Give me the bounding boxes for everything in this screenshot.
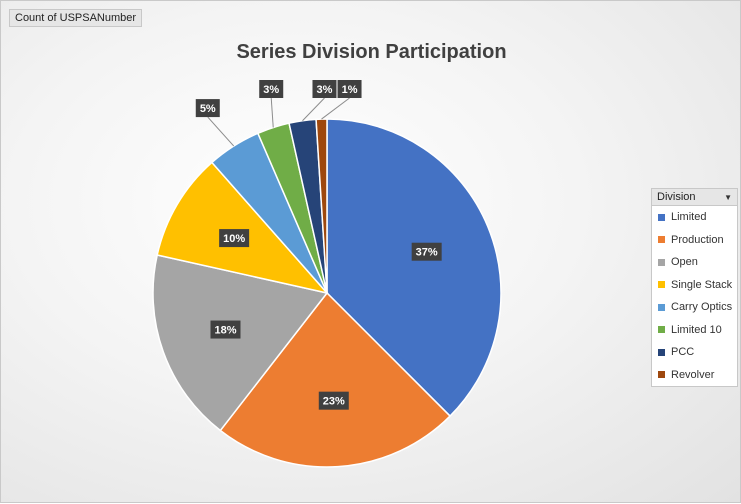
legend-title: Division [657, 191, 696, 203]
pie-slice-production[interactable] [219, 291, 452, 468]
data-label-single-stack: 10% [223, 233, 245, 245]
legend-item-limited[interactable]: Limited [652, 206, 737, 229]
data-label-box-carry-optics [195, 99, 220, 118]
data-label-box-single-stack [219, 229, 250, 248]
data-label-box-limited [411, 242, 442, 261]
legend-filter-button[interactable]: Division ▼ [652, 189, 737, 206]
value-field-button[interactable]: Count of USPSANumber [9, 9, 143, 27]
legend-label: Carry Optics [671, 301, 733, 314]
legend-item-carry-optics[interactable]: Carry Optics [652, 296, 737, 319]
legend-swatch [658, 348, 665, 356]
data-label-pcc: 3% [317, 84, 333, 96]
pie-slice-limited[interactable] [326, 118, 502, 418]
legend-swatch [658, 303, 665, 311]
legend-swatch [658, 213, 665, 221]
leader-line-revolver [321, 97, 350, 120]
legend-item-open[interactable]: Open [652, 251, 737, 274]
leader-line-carry-optics [207, 116, 235, 147]
legend-swatch [658, 236, 665, 244]
data-label-production: 23% [323, 396, 345, 408]
pie-slice-single-stack[interactable] [156, 161, 330, 295]
data-label-box-pcc [312, 80, 337, 98]
legend-label: Limited [671, 211, 707, 224]
legend-swatch [658, 371, 665, 379]
dropdown-arrow-icon[interactable]: ▼ [724, 192, 732, 202]
data-label-open: 18% [214, 325, 236, 337]
legend-swatch [658, 326, 665, 334]
leader-line-pcc [302, 97, 325, 122]
leader-line-limited-10 [270, 97, 274, 128]
legend-label: Single Stack [671, 278, 733, 291]
data-label-limited-10: 3% [263, 84, 279, 96]
legend: Division ▼ Limited Production Open Single S… [651, 188, 738, 387]
data-label-box-production [318, 391, 349, 410]
data-label-box-revolver [337, 80, 362, 98]
data-label-revolver: 1% [342, 84, 358, 96]
legend-label: Production [671, 233, 724, 246]
data-label-carry-optics: 5% [200, 103, 216, 115]
legend-label: Limited 10 [671, 323, 722, 336]
legend-item-production[interactable]: Production [652, 229, 737, 252]
pie-slice-revolver[interactable] [315, 118, 328, 294]
legend-swatch [658, 258, 665, 266]
legend-label: Open [671, 256, 698, 269]
data-label-limited: 37% [416, 247, 438, 259]
pie-slice-open[interactable] [152, 254, 329, 432]
legend-swatch [658, 281, 665, 289]
legend-item-limited-10[interactable]: Limited 10 [652, 319, 737, 342]
chart-title: Series Division Participation [236, 41, 507, 63]
legend-item-pcc[interactable]: PCC [652, 341, 737, 364]
legend-item-revolver[interactable]: Revolver [652, 364, 737, 387]
legend-item-single-stack[interactable]: Single Stack [652, 274, 737, 297]
legend-label: PCC [671, 346, 695, 359]
data-label-box-limited-10 [259, 80, 284, 98]
legend-label: Revolver [671, 368, 715, 381]
data-label-box-open [210, 320, 241, 339]
legend-items: Limited Production Open Single Stack Carry O… [652, 206, 737, 386]
